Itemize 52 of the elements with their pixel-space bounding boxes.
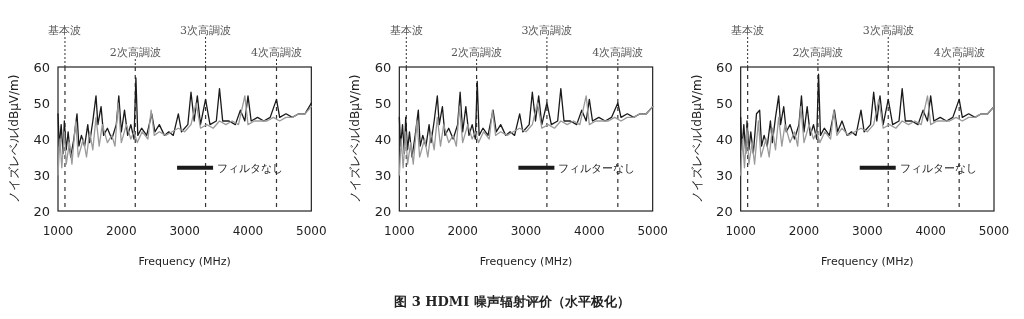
- y-tick-label: 50: [374, 96, 392, 111]
- y-tick-label: 20: [33, 204, 50, 219]
- ref-line-label: 基本波: [48, 24, 82, 37]
- y-tick-label: 50: [716, 96, 733, 111]
- x-axis-title: Frequency (MHz): [479, 255, 573, 268]
- y-tick-label: 60: [33, 60, 50, 75]
- x-tick-label: 5000: [637, 224, 668, 238]
- y-tick-label: 60: [374, 60, 392, 75]
- y-tick-label: 30: [374, 168, 392, 183]
- y-tick-label: 40: [374, 132, 392, 147]
- ref-line-label: 3次高調波: [180, 24, 232, 37]
- x-axis-title: Frequency (MHz): [138, 255, 231, 268]
- y-axis-title: ノイズレベル(dBμV/m): [348, 74, 363, 204]
- x-tick-label: 5000: [296, 224, 327, 238]
- y-tick-label: 20: [374, 204, 392, 219]
- x-tick-label: 3000: [169, 224, 200, 238]
- x-tick-label: 5000: [978, 224, 1010, 238]
- ref-line-label: 3次高調波: [862, 24, 914, 37]
- ref-line-label: 4次高調波: [251, 46, 302, 59]
- x-tick-label: 2000: [447, 224, 478, 238]
- y-tick-label: 40: [716, 132, 733, 147]
- ref-line-label: 3次高調波: [521, 24, 573, 37]
- caption: 图 3 HDMI 噪声辐射评价（水平极化）: [394, 294, 630, 309]
- y-tick-label: 30: [716, 168, 733, 183]
- legend-label: フィルターなし: [899, 161, 977, 175]
- ref-line-label: 4次高調波: [592, 46, 644, 59]
- x-tick-label: 3000: [510, 224, 542, 238]
- legend-label: フィルターなし: [558, 161, 636, 175]
- ref-line-label: 2次高調波: [792, 46, 844, 59]
- y-tick-label: 50: [33, 96, 50, 111]
- y-axis-title: ノイズレベル(dBμV/m): [7, 74, 21, 204]
- y-tick-label: 30: [33, 168, 50, 183]
- x-axis-title: Frequency (MHz): [821, 255, 914, 268]
- ref-line-label: 2次高調波: [109, 46, 161, 59]
- x-tick-label: 1000: [725, 224, 756, 238]
- x-tick-label: 2000: [788, 224, 820, 238]
- y-tick-label: 60: [716, 60, 733, 75]
- ref-line-label: 4次高調波: [933, 46, 985, 59]
- x-tick-label: 1000: [42, 224, 74, 238]
- x-tick-label: 4000: [232, 224, 264, 238]
- y-tick-label: 20: [716, 204, 733, 219]
- ref-line-label: 2次高調波: [451, 46, 503, 59]
- x-tick-label: 1000: [384, 224, 415, 238]
- legend-label: フィルタなし: [217, 161, 284, 175]
- x-tick-label: 3000: [852, 224, 883, 238]
- x-tick-label: 4000: [915, 224, 946, 238]
- x-tick-label: 2000: [106, 224, 137, 238]
- ref-line-label: 基本波: [731, 24, 765, 37]
- y-tick-label: 40: [33, 132, 50, 147]
- x-tick-label: 4000: [574, 224, 605, 238]
- ref-line-label: 基本波: [389, 24, 423, 37]
- y-axis-title: ノイズレベル(dBμV/m): [689, 74, 704, 204]
